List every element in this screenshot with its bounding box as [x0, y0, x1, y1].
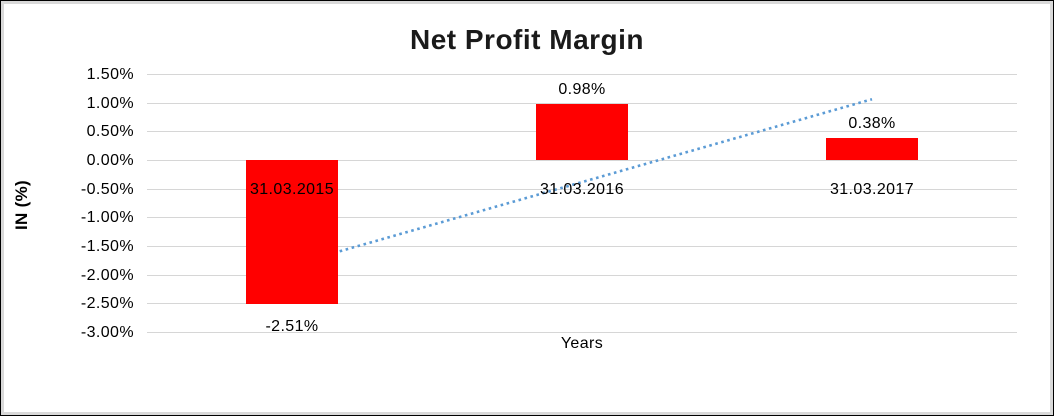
- gridline: [147, 217, 1017, 219]
- category-label: 31.03.2017: [829, 181, 915, 198]
- category-label: 31.03.2015: [249, 181, 335, 198]
- y-tick-label: -3.00%: [80, 324, 134, 341]
- gridline: [147, 188, 1017, 190]
- trendline-svg: [291, 97, 873, 267]
- gridline: [147, 102, 1017, 104]
- y-tick-label: 1.00%: [86, 94, 134, 112]
- y-tick-label: -1.50%: [80, 238, 134, 255]
- gridline: [147, 74, 1017, 75]
- gridline: [147, 246, 1017, 247]
- gridline: [147, 303, 1017, 305]
- category-label: 31.03.2016: [539, 181, 625, 198]
- plot-area: -2.51% 31.03.2015 0.98% 31.03.2016 0.38% 31.0…: [147, 74, 1017, 335]
- y-tick-label: -1.00%: [80, 209, 134, 227]
- data-label: 0.38%: [848, 115, 896, 133]
- data-label: -2.51%: [265, 317, 319, 335]
- y-axis: 1.50% 1.00% 0.50% 0.00% -0.50% -1.00% -1.50% -2…: [4, 66, 134, 341]
- y-tick-label: 1.50%: [86, 66, 134, 83]
- y-tick-label: 0.00%: [86, 152, 134, 169]
- bar-31.03.2016: [536, 103, 628, 160]
- x-axis-title: Years: [560, 335, 604, 352]
- y-tick-label: -2.50%: [80, 295, 134, 313]
- chart-title: Net Profit Margin: [409, 24, 645, 55]
- y-tick-label: 0.50%: [86, 123, 134, 141]
- bar-31.03.2015: [246, 160, 338, 304]
- gridline: [147, 160, 1017, 161]
- gridline: [147, 274, 1017, 276]
- gridline: [147, 332, 1017, 333]
- y-tick-label: -0.50%: [80, 180, 134, 198]
- y-tick-label: -2.00%: [80, 266, 134, 284]
- trendline: [291, 97, 873, 267]
- bar-31.03.2017: [826, 138, 918, 160]
- data-label: 0.98%: [558, 80, 606, 98]
